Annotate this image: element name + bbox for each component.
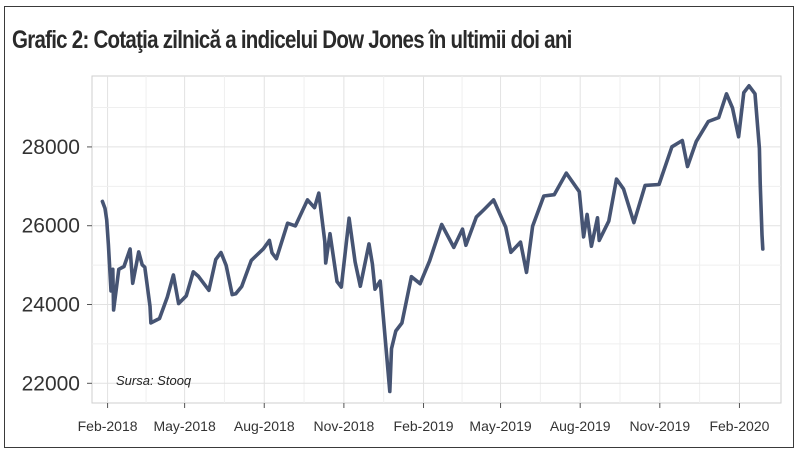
y-tick-label: 26000 [22,215,80,238]
y-tick-label: 22000 [22,372,80,395]
x-tick-label: Feb-2020 [709,418,769,434]
y-tick-label: 28000 [22,136,80,159]
y-axis-ticks: 22000 24000 26000 28000 [22,136,92,395]
source-note: Sursa: Stooq [116,373,192,388]
x-tick-label: Aug-2018 [234,418,295,434]
x-tick-label: May-2019 [469,418,531,434]
x-tick-label: Nov-2019 [629,418,690,434]
x-tick-label: Aug-2019 [550,418,611,434]
x-tick-label: Nov-2018 [314,418,375,434]
x-tick-label: Feb-2019 [394,418,454,434]
dow-jones-line [100,84,765,394]
y-tick-label: 24000 [22,294,80,317]
x-tick-label: May-2018 [153,418,215,434]
chart-title: Grafic 2: Cotaţia zilnică a indicelui Do… [12,26,572,54]
x-axis-ticks: Feb-2018 May-2018 Aug-2018 Nov-2018 Feb-2019… [78,403,770,434]
grid-lines [92,76,781,403]
x-tick-label: Feb-2018 [78,418,138,434]
